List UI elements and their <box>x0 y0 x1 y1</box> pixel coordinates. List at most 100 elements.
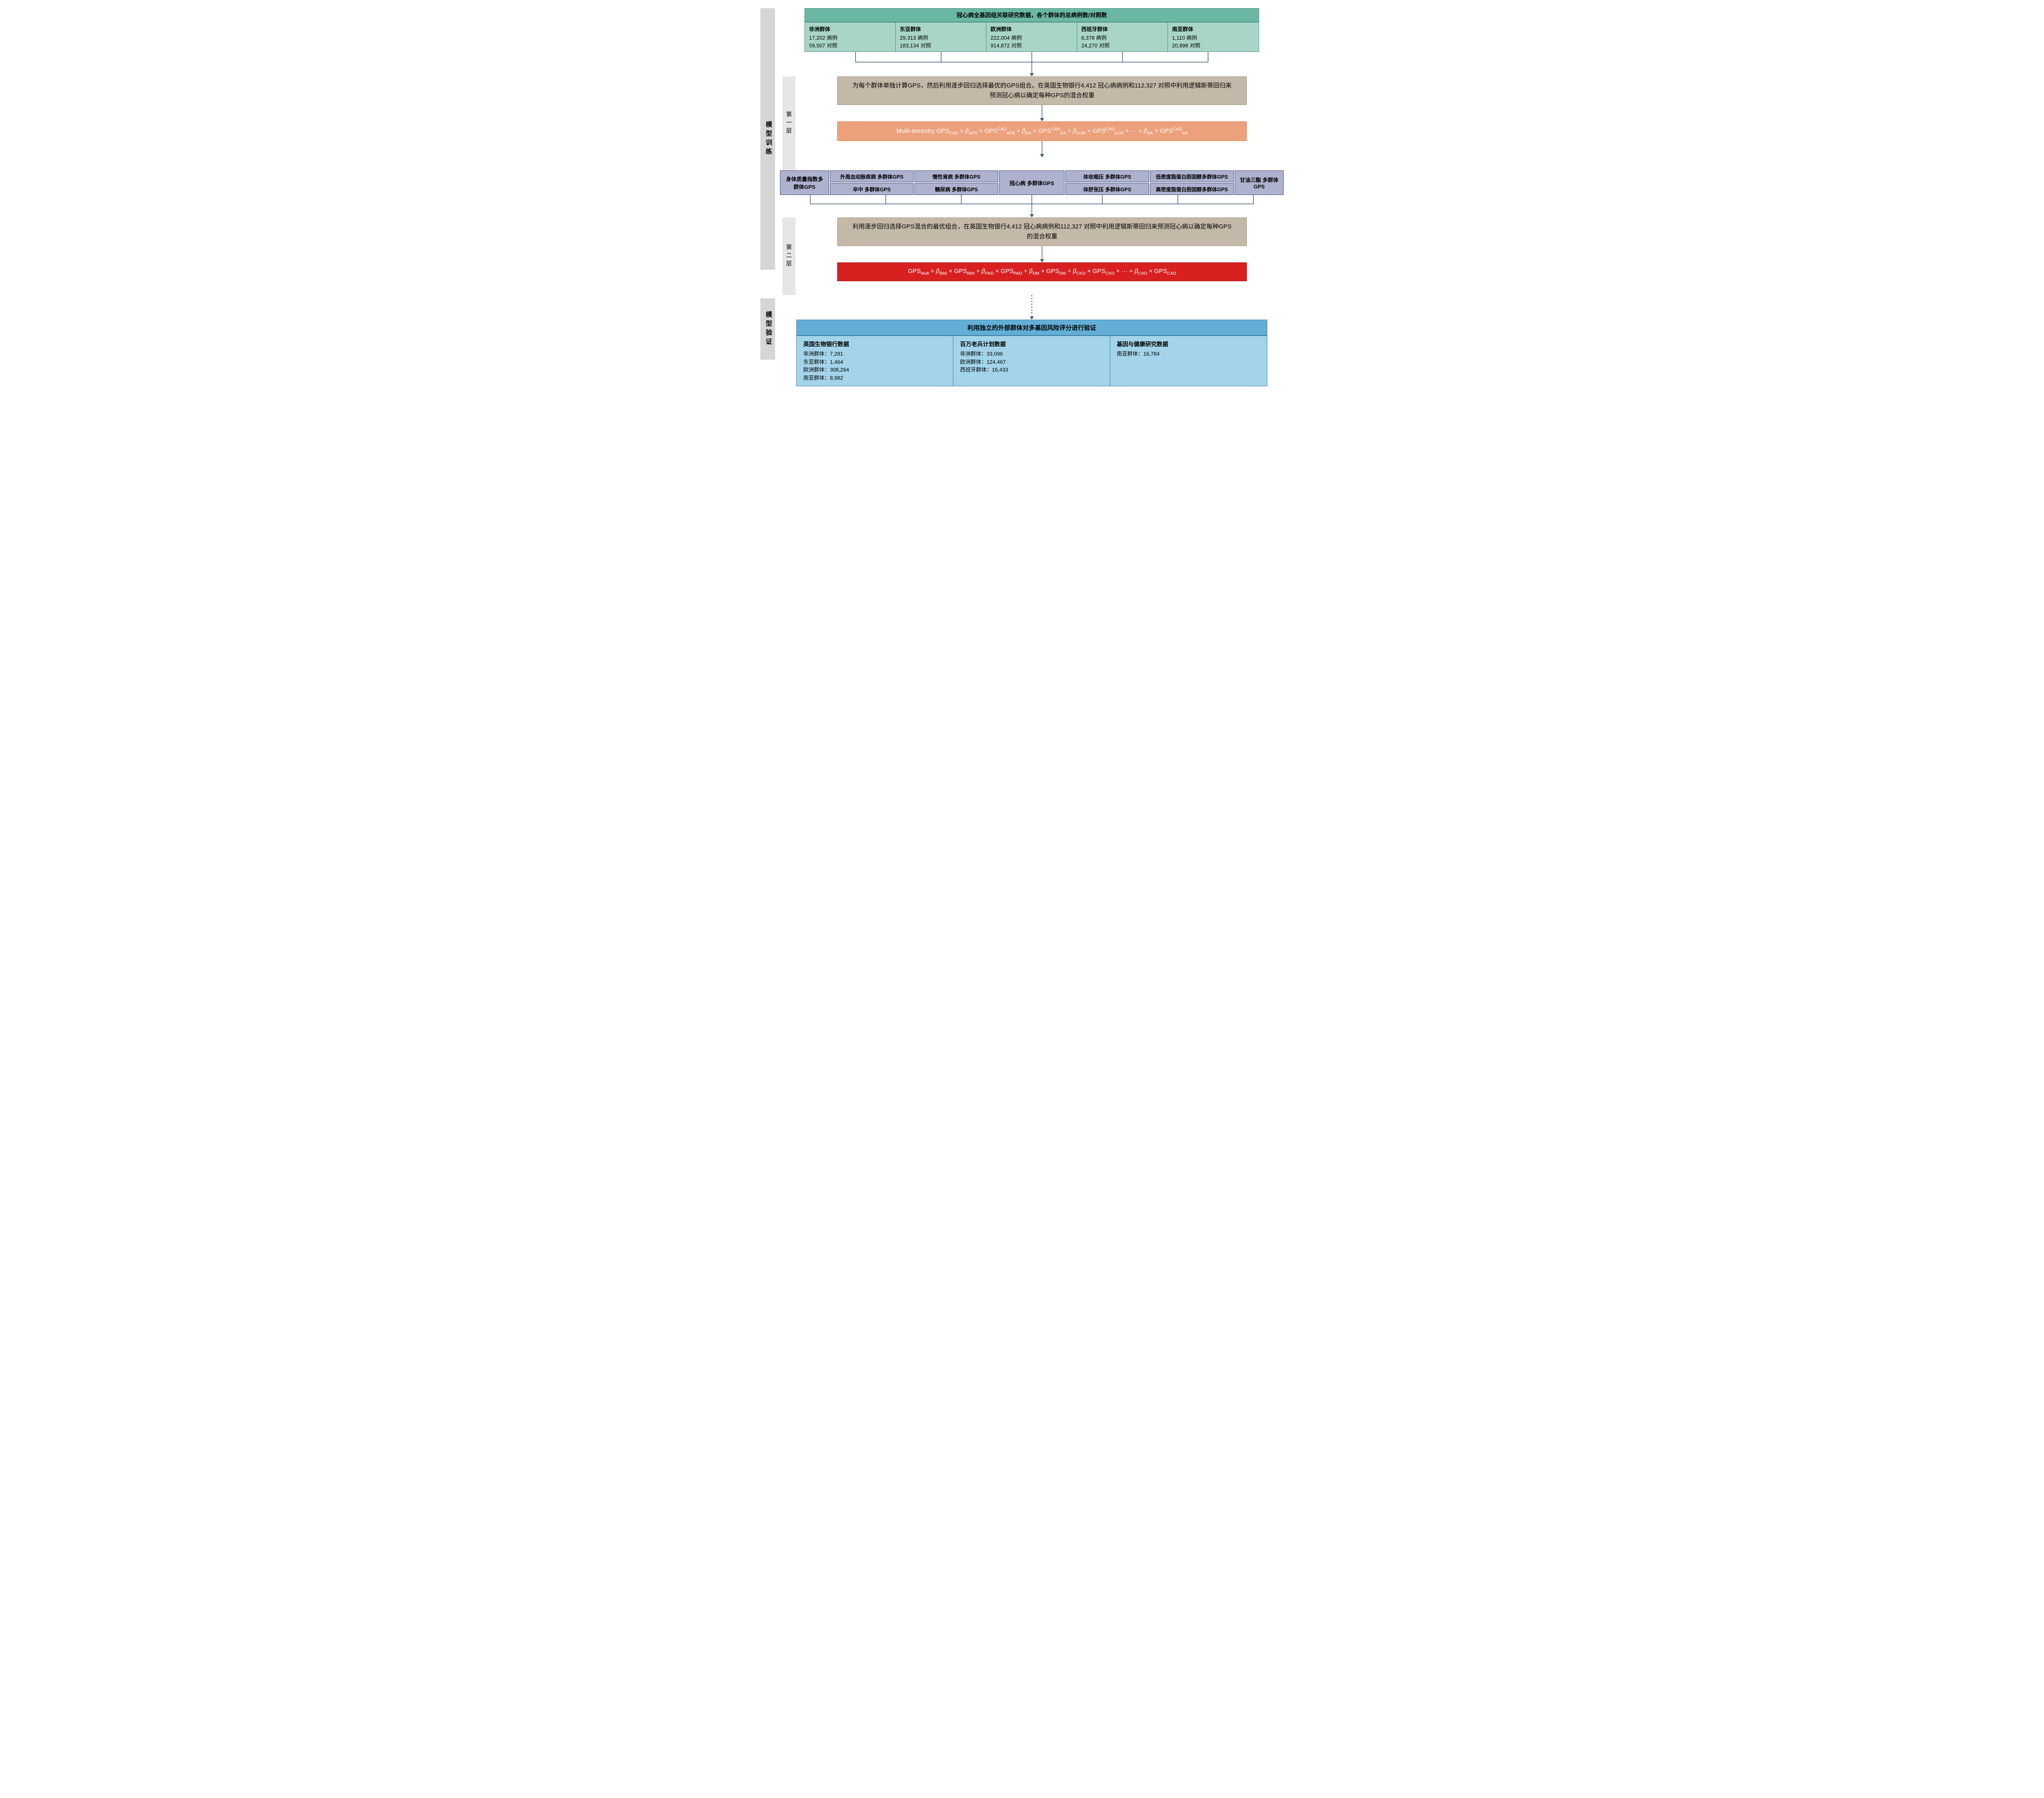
formula-red: GPSMult = βBMI × GPSBMI + βPAD × GPSPAD … <box>837 262 1247 281</box>
trait-ldl: 低密度脂蛋白胆固醇多群体GPS <box>1150 170 1234 182</box>
valid-gh: 基因与健康研究数据 南亚群体：16,784 <box>1110 336 1267 386</box>
f2b3: CKD <box>1076 271 1085 276</box>
side-label-train: 模型训练 <box>760 8 775 270</box>
f1s1: CAD <box>1051 127 1060 132</box>
pop-name: 非洲群体 <box>809 25 891 33</box>
valid-line: 东亚群体：1,464 <box>803 358 946 366</box>
f2uf: CAD <box>1167 271 1176 276</box>
f2-sub: Mult <box>921 271 929 276</box>
valid-title: 英国生物银行数据 <box>803 340 946 348</box>
pop-cases: 17,202 病例 <box>809 34 891 41</box>
pop-cases: 1,110 病例 <box>1172 34 1255 41</box>
trait-col-3: 体收缩压 多群体GPS 体舒张压 多群体GPS <box>1065 170 1149 195</box>
pop-cases: 29,313 病例 <box>900 34 982 41</box>
side-labels-col: 模型训练 模型验证 <box>760 8 775 386</box>
f1b0: AFR <box>969 131 977 136</box>
pop-name: 欧洲群体 <box>991 25 1073 33</box>
f1-sub: CAD <box>949 131 958 136</box>
f2bf: CAD <box>1138 271 1147 276</box>
pop-ctrl: 20,898 对照 <box>1172 41 1255 49</box>
trait-col-2: 慢性肾病 多群体GPS 糖尿病 多群体GPS <box>914 170 998 195</box>
valid-line: 西班牙群体：16,433 <box>960 366 1103 374</box>
trait-col-1: 外周血动脉疾病 多群体GPS 卒中 多群体GPS <box>830 170 914 195</box>
f1u0: AFR <box>1006 131 1015 136</box>
gwas-block: 冠心病全基因组关联研究数据，各个群体的总病例数/对照数 非洲群体 17,202 … <box>805 8 1259 52</box>
desc-box-2: 利用逐步回归选择GPS混合的最优组合，在英国生物银行4,412 冠心病病例和11… <box>837 217 1247 246</box>
valid-line: 南亚群体：8,982 <box>803 374 946 382</box>
valid-line: 欧洲群体：308,264 <box>803 366 946 374</box>
desc-box-1: 为每个群体单独计算GPS，然后利用逐步回归选择最优的GPS组合。在英国生物银行4… <box>837 76 1247 105</box>
valid-ukb: 英国生物银行数据 非洲群体：7,281 东亚群体：1,464 欧洲群体：308,… <box>797 336 953 386</box>
arrow-formula1-traits <box>800 141 1284 157</box>
gwas-header: 冠心病全基因组关联研究数据，各个群体的总病例数/对照数 <box>805 8 1259 22</box>
trait-dm: 糖尿病 多群体GPS <box>914 183 998 195</box>
validation-block: 利用独立的外部群体对多基因风险评分进行验证 英国生物银行数据 非洲群体：7,28… <box>796 320 1267 386</box>
f2u1: PAD <box>1013 271 1022 276</box>
arrow-desc1-formula1 <box>800 105 1284 121</box>
f2-prefix: GPS <box>908 268 921 275</box>
valid-title: 百万老兵计划数据 <box>960 340 1103 348</box>
population-grid: 非洲群体 17,202 病例 59,507 对照 东亚群体 29,313 病例 … <box>805 22 1259 52</box>
valid-line: 南亚群体：16,784 <box>1117 350 1260 358</box>
pop-ctrl: 183,134 对照 <box>900 41 982 49</box>
side-gap <box>760 270 775 298</box>
f2u0: BMI <box>967 271 975 276</box>
f1b2: EUR <box>1076 131 1085 136</box>
pop-cases: 6,378 病例 <box>1081 34 1163 41</box>
trait-bmi: 身体质量指数多群体GPS <box>780 170 829 195</box>
trait-col-4: 低密度脂蛋白胆固醇多群体GPS 高密度脂蛋白胆固醇多群体GPS <box>1150 170 1234 195</box>
pop-eur: 欧洲群体 222,004 病例 914,872 对照 <box>986 22 1077 51</box>
arrow-desc2-formula2 <box>800 246 1284 262</box>
pop-sa: 南亚群体 1,110 病例 20,898 对照 <box>1168 22 1259 51</box>
valid-mvp: 百万老兵计划数据 非洲群体：33,096 欧洲群体：124,467 西班牙群体：… <box>953 336 1110 386</box>
connector-pops-to-desc1 <box>780 52 1284 76</box>
pop-ctrl: 24,270 对照 <box>1081 41 1163 49</box>
pop-ctrl: 914,872 对照 <box>991 41 1073 49</box>
layer-1-row: 第一层 为每个群体单独计算GPS，然后利用逐步回归选择最优的GPS组合。在英国生… <box>780 76 1284 170</box>
pop-ea: 东亚群体 29,313 病例 183,134 对照 <box>896 22 986 51</box>
traits-row: 身体质量指数多群体GPS 外周血动脉疾病 多群体GPS 卒中 多群体GPS 慢性… <box>780 170 1284 195</box>
f1uf: SA <box>1182 131 1188 136</box>
trait-dbp: 体舒张压 多群体GPS <box>1065 183 1149 195</box>
trait-cad: 冠心病 多群体GPS <box>999 170 1065 195</box>
f2u3: CKD <box>1105 271 1114 276</box>
formula-orange: Multi-ancestry GPSCAD = βAFR × GPSCADAFR… <box>837 121 1247 141</box>
layer-2-label: 第二层 <box>782 217 796 295</box>
pop-name: 西班牙群体 <box>1081 25 1163 33</box>
validation-grid: 英国生物银行数据 非洲群体：7,281 东亚群体：1,464 欧洲群体：308,… <box>796 336 1267 386</box>
trait-hdl: 高密度脂蛋白胆固醇多群体GPS <box>1150 183 1234 195</box>
validation-header: 利用独立的外部群体对多基因风险评分进行验证 <box>796 320 1267 336</box>
trait-stroke: 卒中 多群体GPS <box>830 183 914 195</box>
main-col: 冠心病全基因组关联研究数据，各个群体的总病例数/对照数 非洲群体 17,202 … <box>780 8 1284 386</box>
valid-title: 基因与健康研究数据 <box>1117 340 1260 348</box>
f2u2: DM <box>1059 271 1066 276</box>
f1u2: EUR <box>1114 131 1123 136</box>
pop-ctrl: 59,507 对照 <box>809 41 891 49</box>
trait-ckd: 慢性肾病 多群体GPS <box>914 170 998 182</box>
valid-line: 非洲群体：7,281 <box>803 350 946 358</box>
f2b0: BMI <box>939 271 947 276</box>
pop-his: 西班牙群体 6,378 病例 24,270 对照 <box>1077 22 1168 51</box>
valid-line: 非洲群体：33,096 <box>960 350 1103 358</box>
pop-name: 东亚群体 <box>900 25 982 33</box>
connector-traits-to-desc2 <box>780 195 1284 217</box>
pop-afr: 非洲群体 17,202 病例 59,507 对照 <box>805 22 896 51</box>
layer-1-label: 第一层 <box>782 76 796 170</box>
f1sf: CAD <box>1173 127 1182 132</box>
side-label-valid: 模型验证 <box>760 298 775 360</box>
f1b1: EA <box>1025 131 1031 136</box>
pop-name: 南亚群体 <box>1172 25 1255 33</box>
f1bf: SA <box>1147 131 1153 136</box>
f1s2: CAD <box>1105 127 1114 132</box>
f1u1: EA <box>1060 131 1066 136</box>
f2b1: PAD <box>985 271 994 276</box>
layer-2-row: 第二层 利用逐步回归选择GPS混合的最优组合，在英国生物银行4,412 冠心病病… <box>780 217 1284 295</box>
trait-sbp: 体收缩压 多群体GPS <box>1065 170 1149 182</box>
diagram-container: 模型训练 模型验证 冠心病全基因组关联研究数据，各个群体的总病例数/对照数 非洲… <box>760 8 1284 386</box>
pop-cases: 222,004 病例 <box>991 34 1073 41</box>
valid-line: 欧洲群体：124,467 <box>960 358 1103 366</box>
f1s0: CAD <box>997 127 1006 132</box>
trait-tg: 甘油三酯 多群体GPS <box>1235 170 1284 195</box>
dotted-arrow-to-validation <box>780 295 1284 320</box>
trait-pad: 外周血动脉疾病 多群体GPS <box>830 170 914 182</box>
